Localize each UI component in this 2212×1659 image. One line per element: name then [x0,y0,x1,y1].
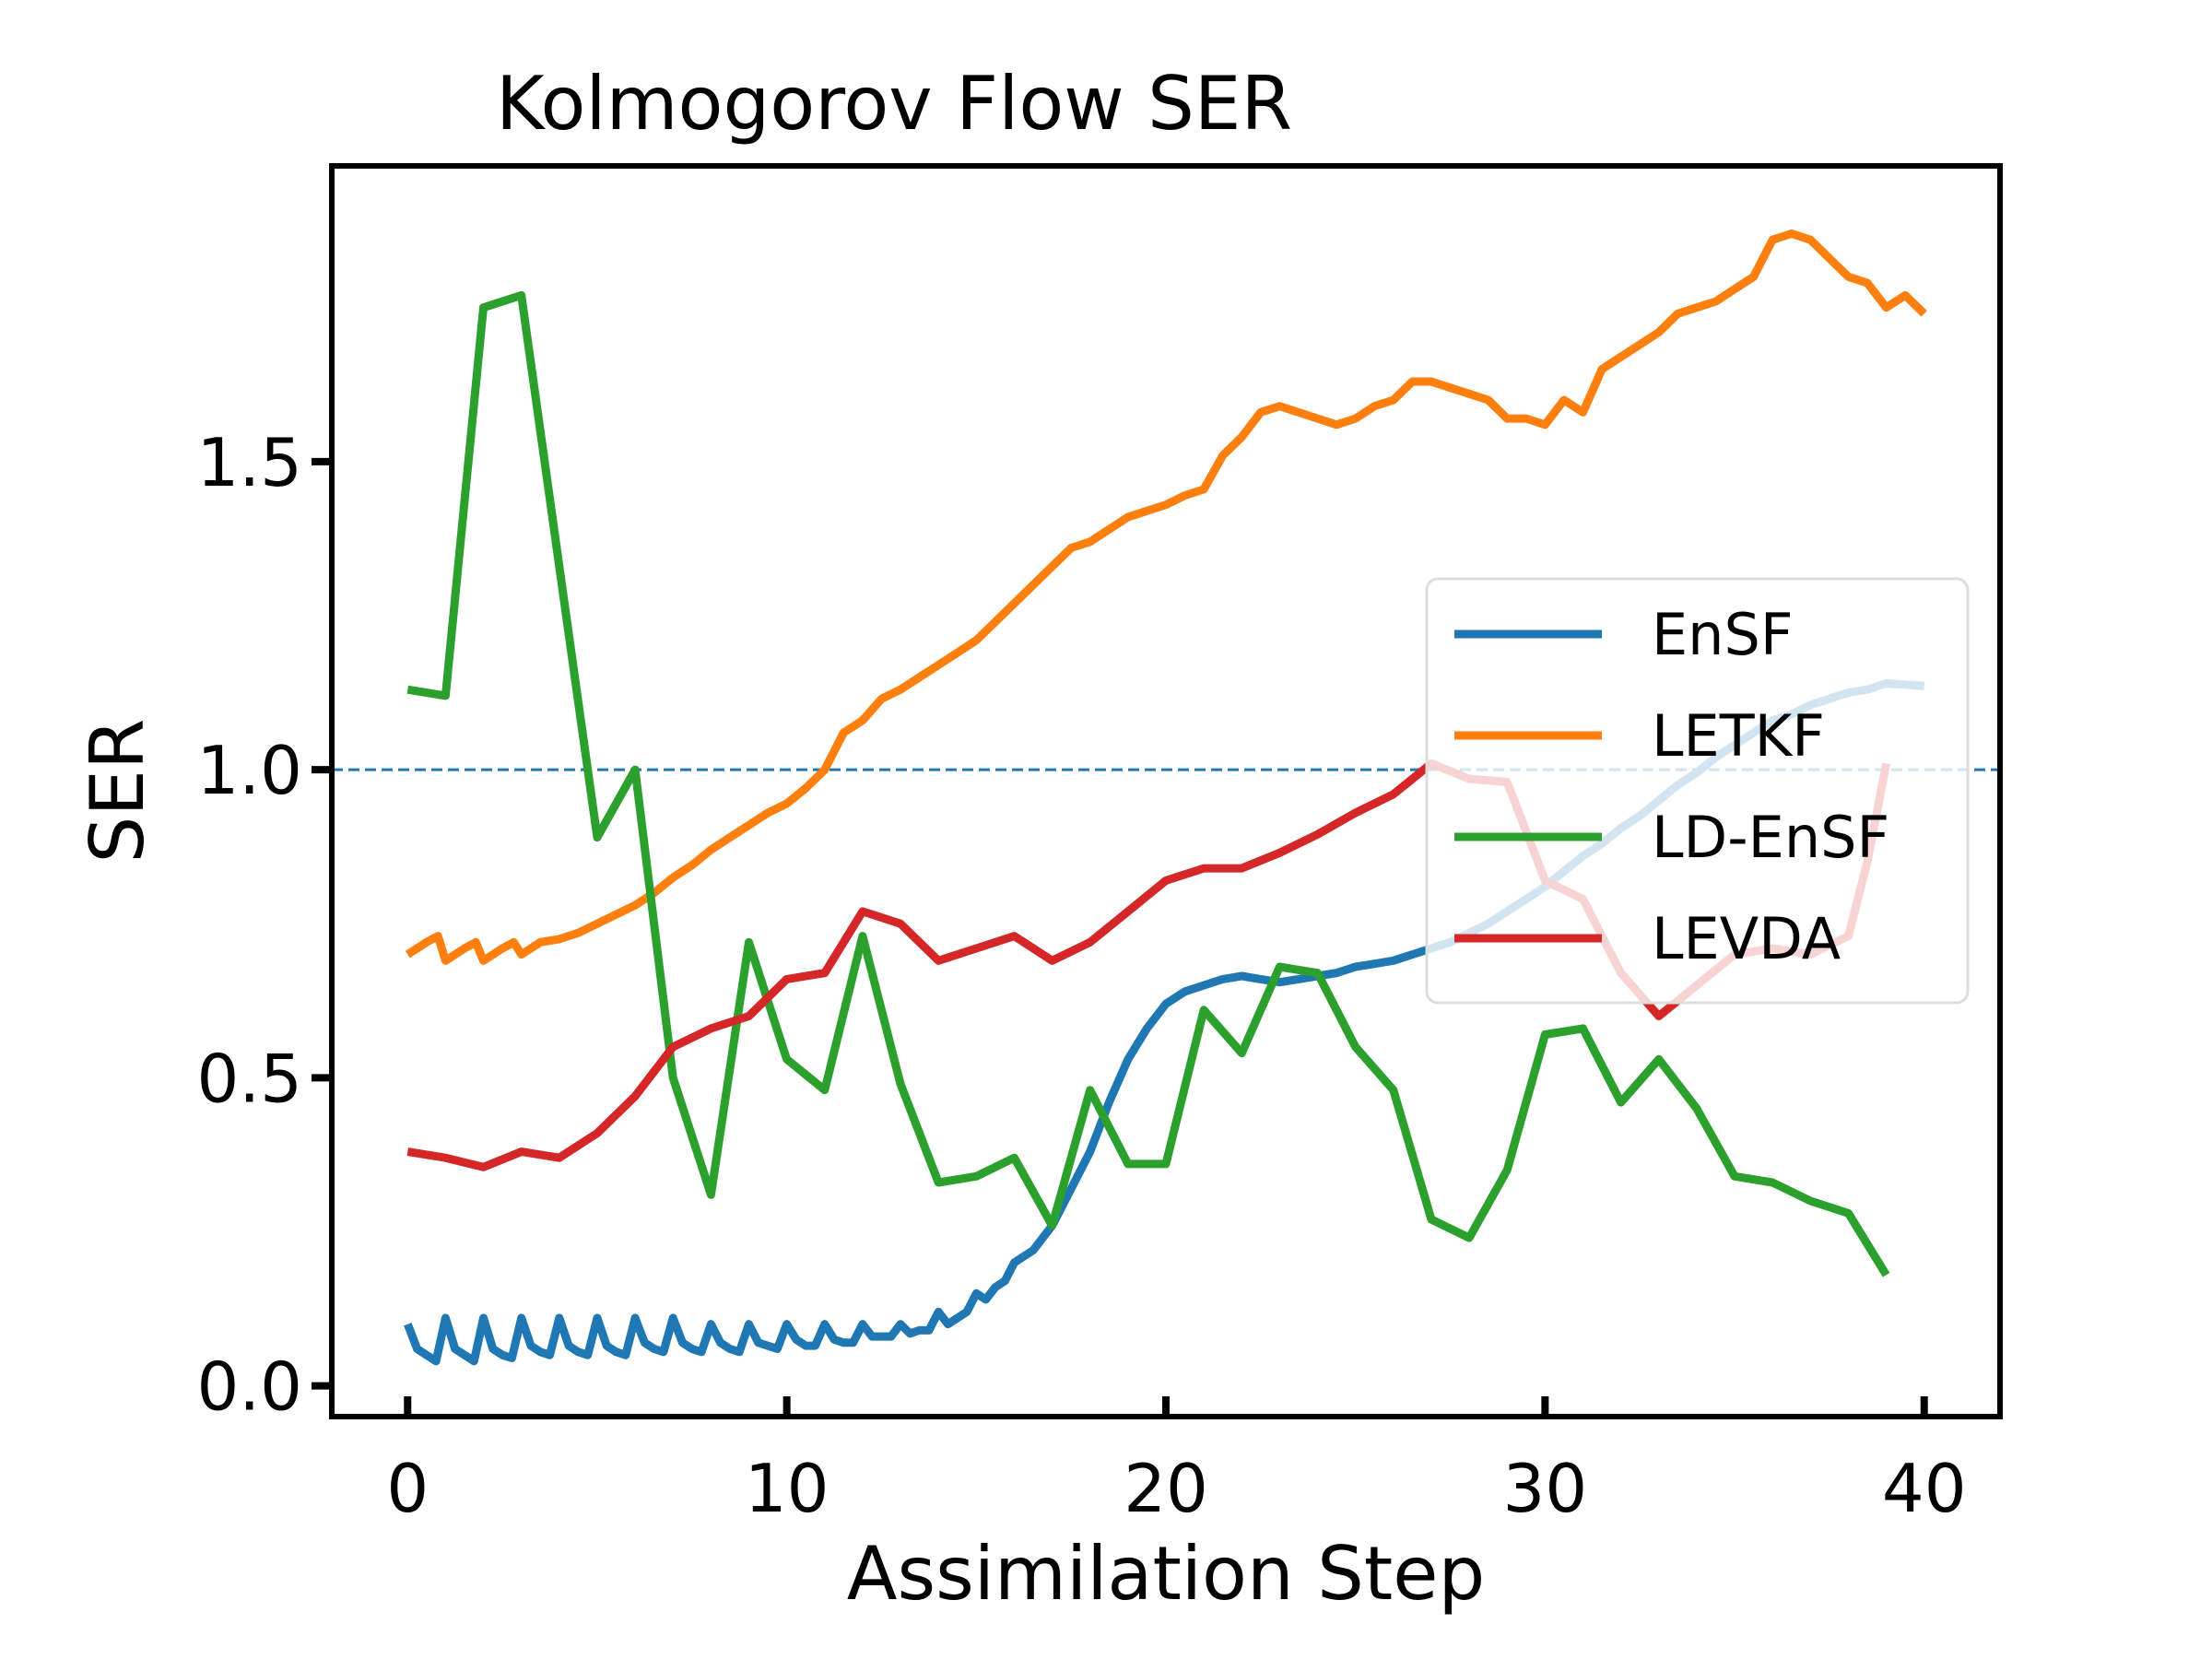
legend: EnSF LETKF LD-EnSF LEVDA [1425,577,1970,1005]
x-tick-label: 40 [1882,1450,1967,1527]
legend-label-levda: LEVDA [1652,905,1841,972]
legend-label-ld-ensf: LD-EnSF [1652,804,1889,871]
legend-box [1425,577,1970,1005]
series-line-levda [406,759,1891,1171]
series-line-letkf [405,229,1927,965]
x-tick-label: 10 [745,1450,830,1527]
y-axis-label: SER [75,719,160,864]
chart-title: Kolmogorov Flow SER [496,61,1292,147]
y-tick-label: 0.0 [196,1348,302,1426]
x-axis-label: Assimilation Step [847,1531,1486,1617]
y-tick-label: 0.5 [196,1040,302,1117]
x-tick-label: 20 [1124,1450,1208,1527]
legend-label-ensf: EnSF [1652,601,1794,668]
y-tick-label: 1.5 [196,424,302,501]
legend-label-letkf: LETKF [1652,702,1825,770]
x-tick-label: 0 [386,1450,429,1527]
series-line-ld-ensf [406,290,1890,1277]
y-tick-label: 1.0 [196,732,302,809]
x-tick-label: 30 [1503,1450,1588,1527]
